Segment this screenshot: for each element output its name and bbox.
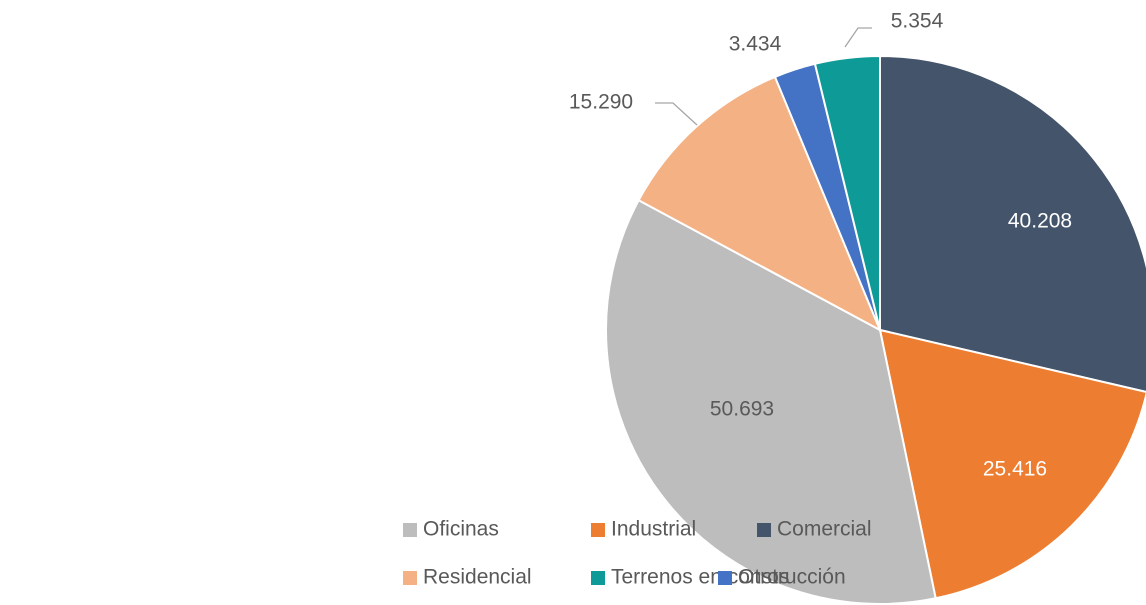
legend-label: Residencial [423, 566, 532, 589]
data-label: 15.290 [569, 91, 633, 114]
legend-label: Otros [738, 566, 789, 589]
data-label: 3.434 [729, 33, 782, 56]
leader-line [844, 27, 872, 48]
legend-swatch [718, 571, 732, 585]
data-label: 50.693 [710, 398, 774, 421]
legend-swatch [403, 523, 417, 537]
leader-line [655, 102, 698, 126]
pie-slice [604, 198, 937, 605]
data-label: 40.208 [1008, 210, 1072, 233]
data-label: 5.354 [891, 10, 944, 33]
legend-label: Oficinas [423, 518, 499, 541]
data-label: 25.416 [983, 458, 1047, 481]
legend-swatch [403, 571, 417, 585]
pie-slice [813, 54, 881, 331]
pie-slice [878, 328, 1146, 600]
legend-swatch [591, 571, 605, 585]
legend-swatch [757, 523, 771, 537]
legend-label: Comercial [777, 518, 872, 541]
legend-label: Industrial [611, 518, 696, 541]
pie-slice [637, 75, 882, 333]
pie-slice [879, 54, 1146, 393]
legend-swatch [591, 523, 605, 537]
